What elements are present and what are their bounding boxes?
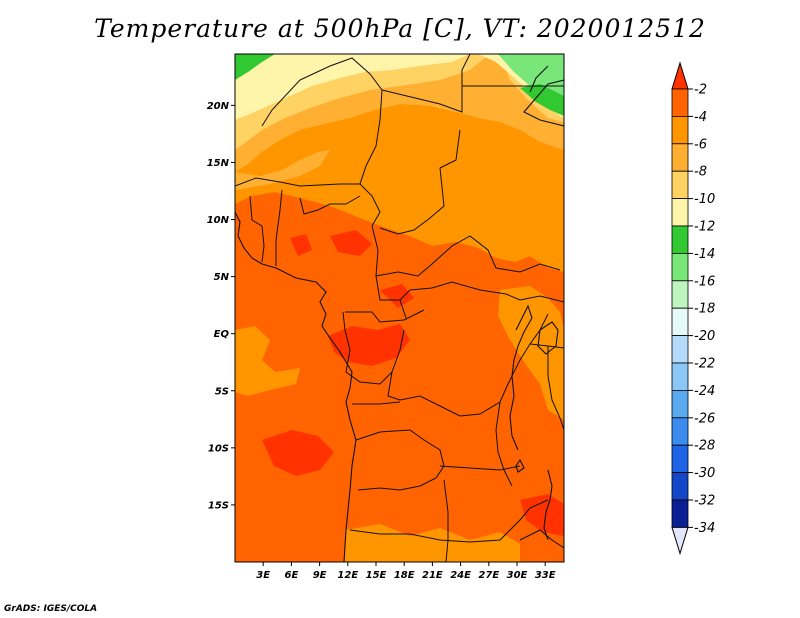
band-orange-east [498,286,564,420]
colorbar-swatch [671,143,689,172]
east-coastline [523,79,564,127]
latitude-axis: 20N 15N 10N 5N EQ 5S 10S 15S [207,101,235,511]
political-borders [235,54,564,562]
colorbar-swatch [671,252,689,282]
lon-tick-label: 3E [256,570,270,581]
lon-tick-label: 9E [313,570,327,581]
colorbar-swatch [671,335,689,364]
colorbar-label: -28 [694,439,715,454]
colorbar-label: -26 [694,411,715,426]
colorbar-swatch [671,225,689,254]
map-frame [234,53,565,563]
band-pale-yellow [235,54,470,120]
lat-tick-label: 15N [207,158,230,169]
colorbar-label: -4 [694,110,707,125]
lat-tick-label: 10S [208,443,229,454]
longitude-axis: 3E 6E 9E 12E 15E 18E 21E 24E 27E 30E 33E [256,562,556,581]
great-lakes [509,304,559,473]
colorbar-swatch [671,280,689,309]
band-deep-red-4 [262,430,334,476]
central-borders [342,129,561,331]
sahara-borders [235,54,564,227]
colorbar-swatch [671,198,689,227]
colorbar-label: -16 [694,274,715,289]
colorbar-swatch [671,116,689,145]
colorbar-swatch [671,499,689,528]
colorbar-label: -12 [694,220,715,235]
colorbar-label: -10 [694,192,715,207]
colorbar-swatch [671,362,689,391]
lon-tick-label: 12E [337,570,358,581]
lon-tick-label: 33E [535,570,556,581]
grads-credit: GrADS: IGES/COLA [4,604,98,614]
chart-title: Temperature at 500hPa [C], VT: 202001251… [94,14,706,43]
colorbar-label: -8 [694,165,707,180]
lat-tick-label: 5N [214,272,230,283]
colorbar-label: -6 [694,137,707,152]
band-deep-red-1 [330,230,372,256]
lake-malawi [543,469,553,541]
lon-tick-label: 15E [366,570,387,581]
colorbar-label: -20 [694,329,715,344]
colorbar-swatch [671,389,689,419]
colorbar-swatch [671,417,689,446]
colorbar-label: -18 [694,302,715,317]
west-africa-borders [249,189,361,266]
lon-tick-label: 24E [450,570,471,581]
lon-tick-label: 27E [478,570,499,581]
lat-tick-label: 10N [207,215,230,226]
colorbar-swatch [671,472,689,501]
band-green-ne [520,84,564,116]
temperature-field [235,54,564,562]
lat-tick-label: 5S [215,386,229,397]
colorbar-label: -2 [694,83,707,98]
colorbar-label: -30 [694,466,715,481]
east-africa-borders [519,295,564,431]
band-deep-red-6 [380,284,414,308]
colorbar-label: -34 [694,521,715,536]
band-orange-west [235,326,300,396]
colorbar-label: -14 [694,247,715,262]
band-deep-red-5 [520,494,564,536]
lat-tick-label: 20N [207,101,230,112]
lat-tick-label: 15S [208,500,229,511]
colorbar: -2 -4 -6 -8 -10 -12 -14 -16 -18 -20 -22 -24 -26 -28 -3… [671,61,715,556]
colorbar-swatch [671,170,689,199]
colorbar-top-arrow [671,61,689,90]
lon-tick-label: 30E [507,570,528,581]
band-green-nw [235,54,275,80]
red-sea-coast [529,65,549,93]
colorbar-label: -32 [694,494,715,509]
lat-tick-label: EQ [214,329,230,340]
southern-borders [349,401,564,562]
lon-tick-label: 18E [394,570,415,581]
colorbar-label: -22 [694,357,715,372]
lon-tick-label: 6E [285,570,299,581]
colorbar-swatch [671,88,689,117]
west-coastline [235,211,357,562]
colorbar-swatch [671,307,689,337]
colorbar-bottom-arrow [671,526,689,556]
band-light-orange-2 [235,150,330,190]
colorbar-swatch [671,444,689,474]
band-deep-red-3 [290,234,312,256]
lon-tick-label: 21E [422,570,443,581]
colorbar-label: -24 [694,384,715,399]
